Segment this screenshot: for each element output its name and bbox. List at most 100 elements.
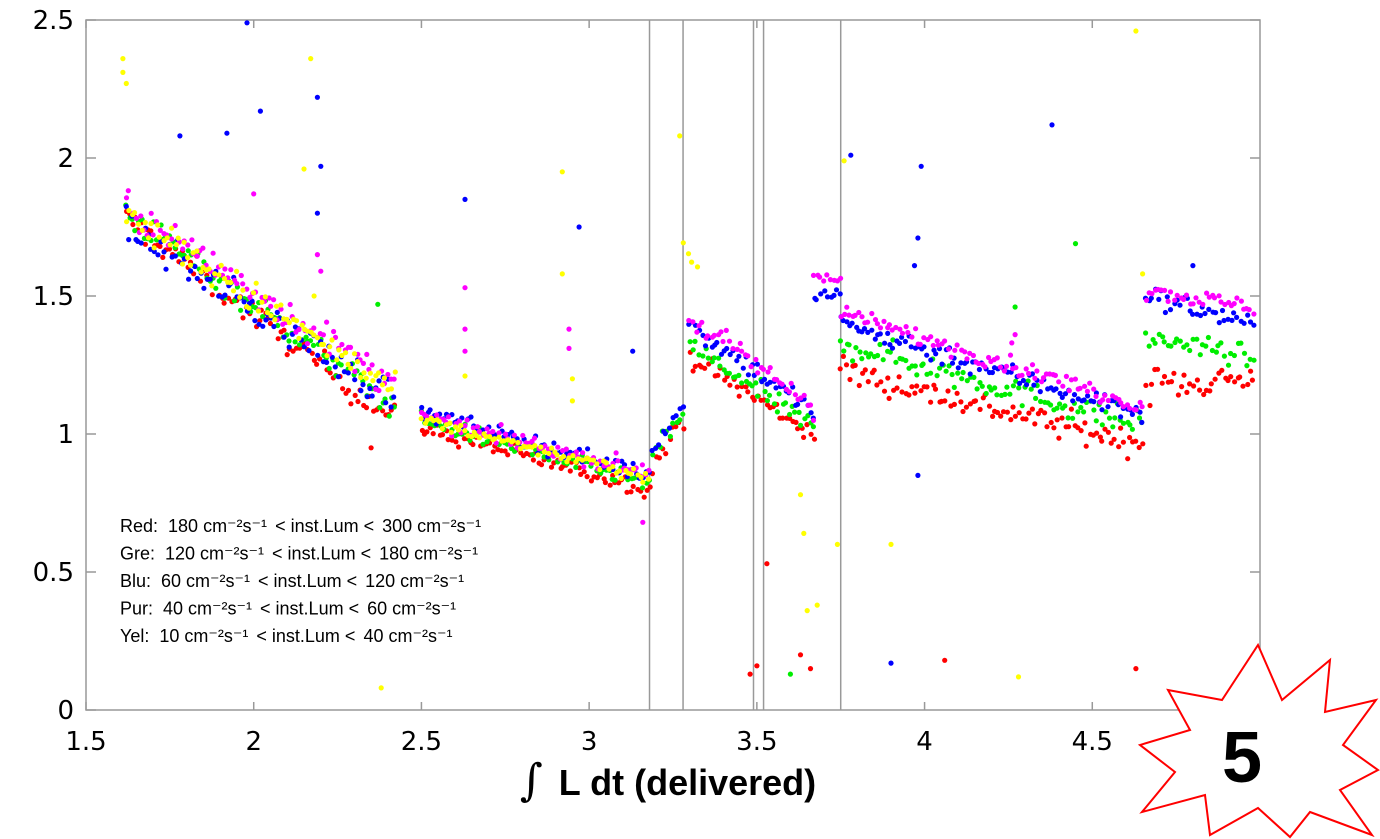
data-point [148, 220, 154, 227]
data-point [1216, 320, 1222, 326]
data-point [1200, 301, 1206, 307]
data-point [1065, 415, 1071, 421]
data-point [801, 392, 807, 398]
data-point [745, 372, 752, 378]
data-point [822, 288, 828, 294]
data-point [1212, 376, 1218, 382]
outlier-point [801, 530, 807, 537]
data-point [327, 370, 333, 376]
data-point [361, 370, 367, 376]
data-point [136, 221, 142, 227]
data-point [787, 411, 793, 418]
data-point [130, 221, 136, 228]
data-point [381, 375, 387, 381]
data-point [194, 253, 200, 259]
data-point [1112, 415, 1118, 421]
badge-number: 5 [1222, 718, 1262, 798]
data-point [570, 453, 576, 459]
data-point [1084, 388, 1090, 394]
data-point [484, 426, 490, 432]
data-point [727, 351, 733, 358]
data-point [1078, 404, 1084, 411]
data-point [924, 352, 930, 358]
data-point [151, 248, 157, 255]
data-point [1057, 390, 1063, 396]
data-point [1203, 343, 1209, 349]
data-point [169, 236, 175, 242]
data-point [743, 384, 749, 390]
data-point [1110, 424, 1116, 430]
outlier-point [566, 326, 572, 332]
data-point [591, 457, 597, 463]
data-point [194, 248, 200, 254]
data-point [453, 439, 459, 445]
data-point [734, 346, 740, 352]
data-point [782, 400, 789, 406]
data-point [780, 415, 786, 421]
data-point [1029, 362, 1036, 368]
data-point [542, 443, 548, 449]
data-point [646, 467, 652, 473]
data-point [1139, 419, 1145, 425]
data-point [1102, 426, 1108, 432]
data-point [817, 274, 823, 280]
outlier-point [244, 20, 250, 26]
data-point [1197, 352, 1203, 358]
data-point [723, 327, 729, 333]
data-point [694, 329, 700, 335]
data-point [585, 446, 591, 452]
data-point [745, 353, 751, 359]
data-point [1251, 322, 1257, 328]
data-point [650, 452, 656, 458]
outlier-point [569, 398, 576, 404]
outlier-point [368, 445, 374, 451]
data-point [498, 422, 504, 428]
data-point [503, 431, 509, 437]
data-point [186, 276, 192, 282]
data-point [541, 449, 547, 455]
data-point [213, 285, 219, 291]
data-point [619, 458, 625, 464]
data-point [274, 309, 280, 315]
data-point [1016, 410, 1022, 416]
outlier-point [314, 210, 320, 216]
data-point [630, 483, 636, 489]
data-point [842, 311, 848, 317]
data-point [714, 339, 720, 346]
data-point [1201, 391, 1207, 398]
data-point [1070, 398, 1076, 404]
data-point [510, 438, 516, 444]
data-point [1029, 406, 1035, 412]
data-point [314, 361, 320, 367]
data-point [187, 262, 194, 268]
data-point [986, 403, 993, 409]
data-point [138, 213, 144, 219]
y-tick-label: 1 [57, 420, 74, 450]
data-point [222, 266, 228, 272]
data-point [990, 413, 996, 419]
data-point [754, 361, 761, 367]
data-point [515, 439, 521, 446]
data-point [992, 385, 998, 391]
data-point [1177, 302, 1183, 308]
data-point [994, 392, 1000, 398]
data-point [360, 382, 366, 388]
data-point [715, 372, 721, 378]
data-point [150, 232, 156, 238]
data-point [1118, 400, 1124, 406]
data-point [1078, 428, 1084, 434]
data-point [1118, 425, 1124, 431]
data-point [663, 451, 669, 457]
data-point [419, 404, 425, 411]
data-point [1204, 290, 1210, 296]
data-point [726, 338, 733, 344]
data-point [954, 342, 960, 348]
data-point [1007, 391, 1013, 397]
data-point [779, 381, 785, 387]
data-point [538, 444, 544, 450]
data-point [1054, 417, 1060, 423]
data-point [1020, 377, 1026, 384]
starburst-icon [1137, 642, 1380, 839]
data-point [945, 388, 951, 394]
outlier-point [462, 326, 468, 332]
